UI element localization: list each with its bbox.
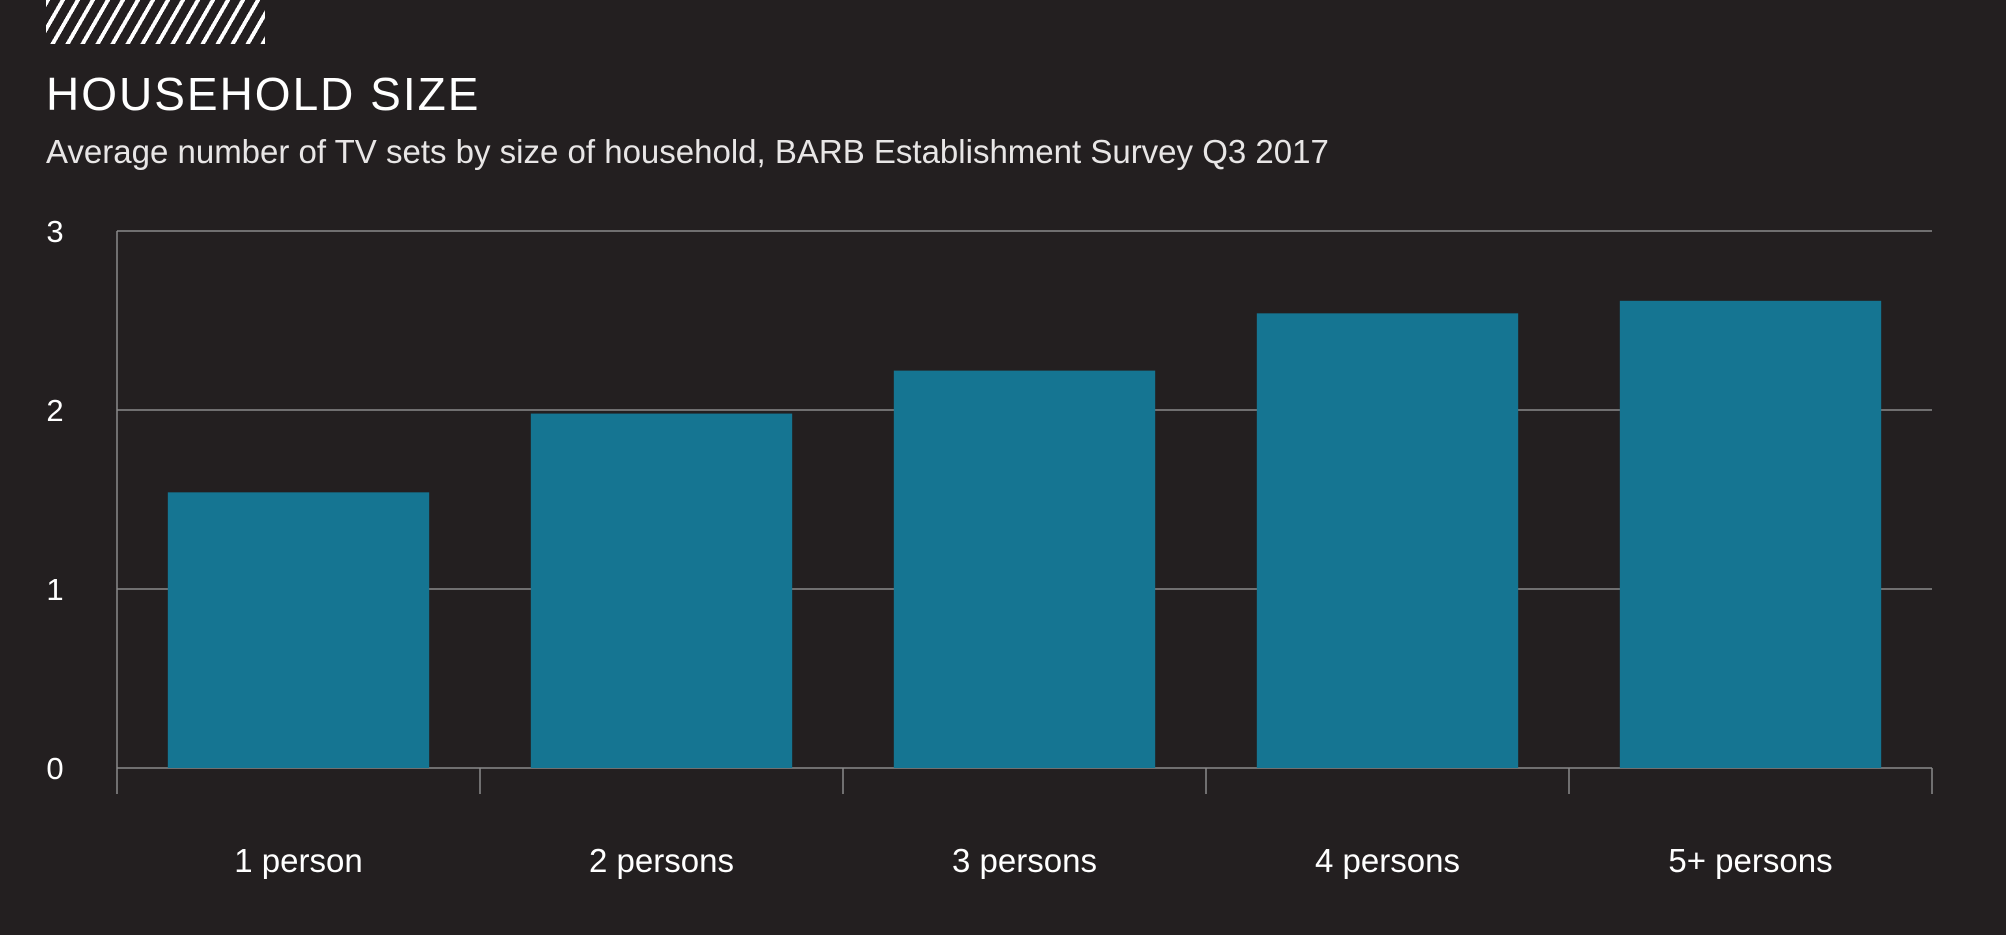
y-tick-label: 1: [46, 572, 63, 607]
chart-subtitle: Average number of TV sets by size of hou…: [46, 133, 1329, 170]
bar: [167, 492, 430, 768]
x-category-label: 2 persons: [589, 842, 734, 879]
x-category-label: 5+ persons: [1668, 842, 1832, 879]
x-category-label: 3 persons: [952, 842, 1097, 879]
chart-title: HOUSEHOLD SIZE: [46, 68, 481, 120]
y-tick-label: 3: [46, 214, 63, 249]
x-category-label: 4 persons: [1315, 842, 1460, 879]
bar: [893, 370, 1156, 768]
y-tick-label: 2: [46, 393, 63, 428]
bar: [1256, 313, 1519, 768]
y-tick-label: 0: [46, 751, 63, 786]
bar: [1619, 300, 1882, 768]
bar: [530, 413, 793, 768]
x-category-label: 1 person: [234, 842, 362, 879]
decorative-hatch: [46, 0, 265, 44]
